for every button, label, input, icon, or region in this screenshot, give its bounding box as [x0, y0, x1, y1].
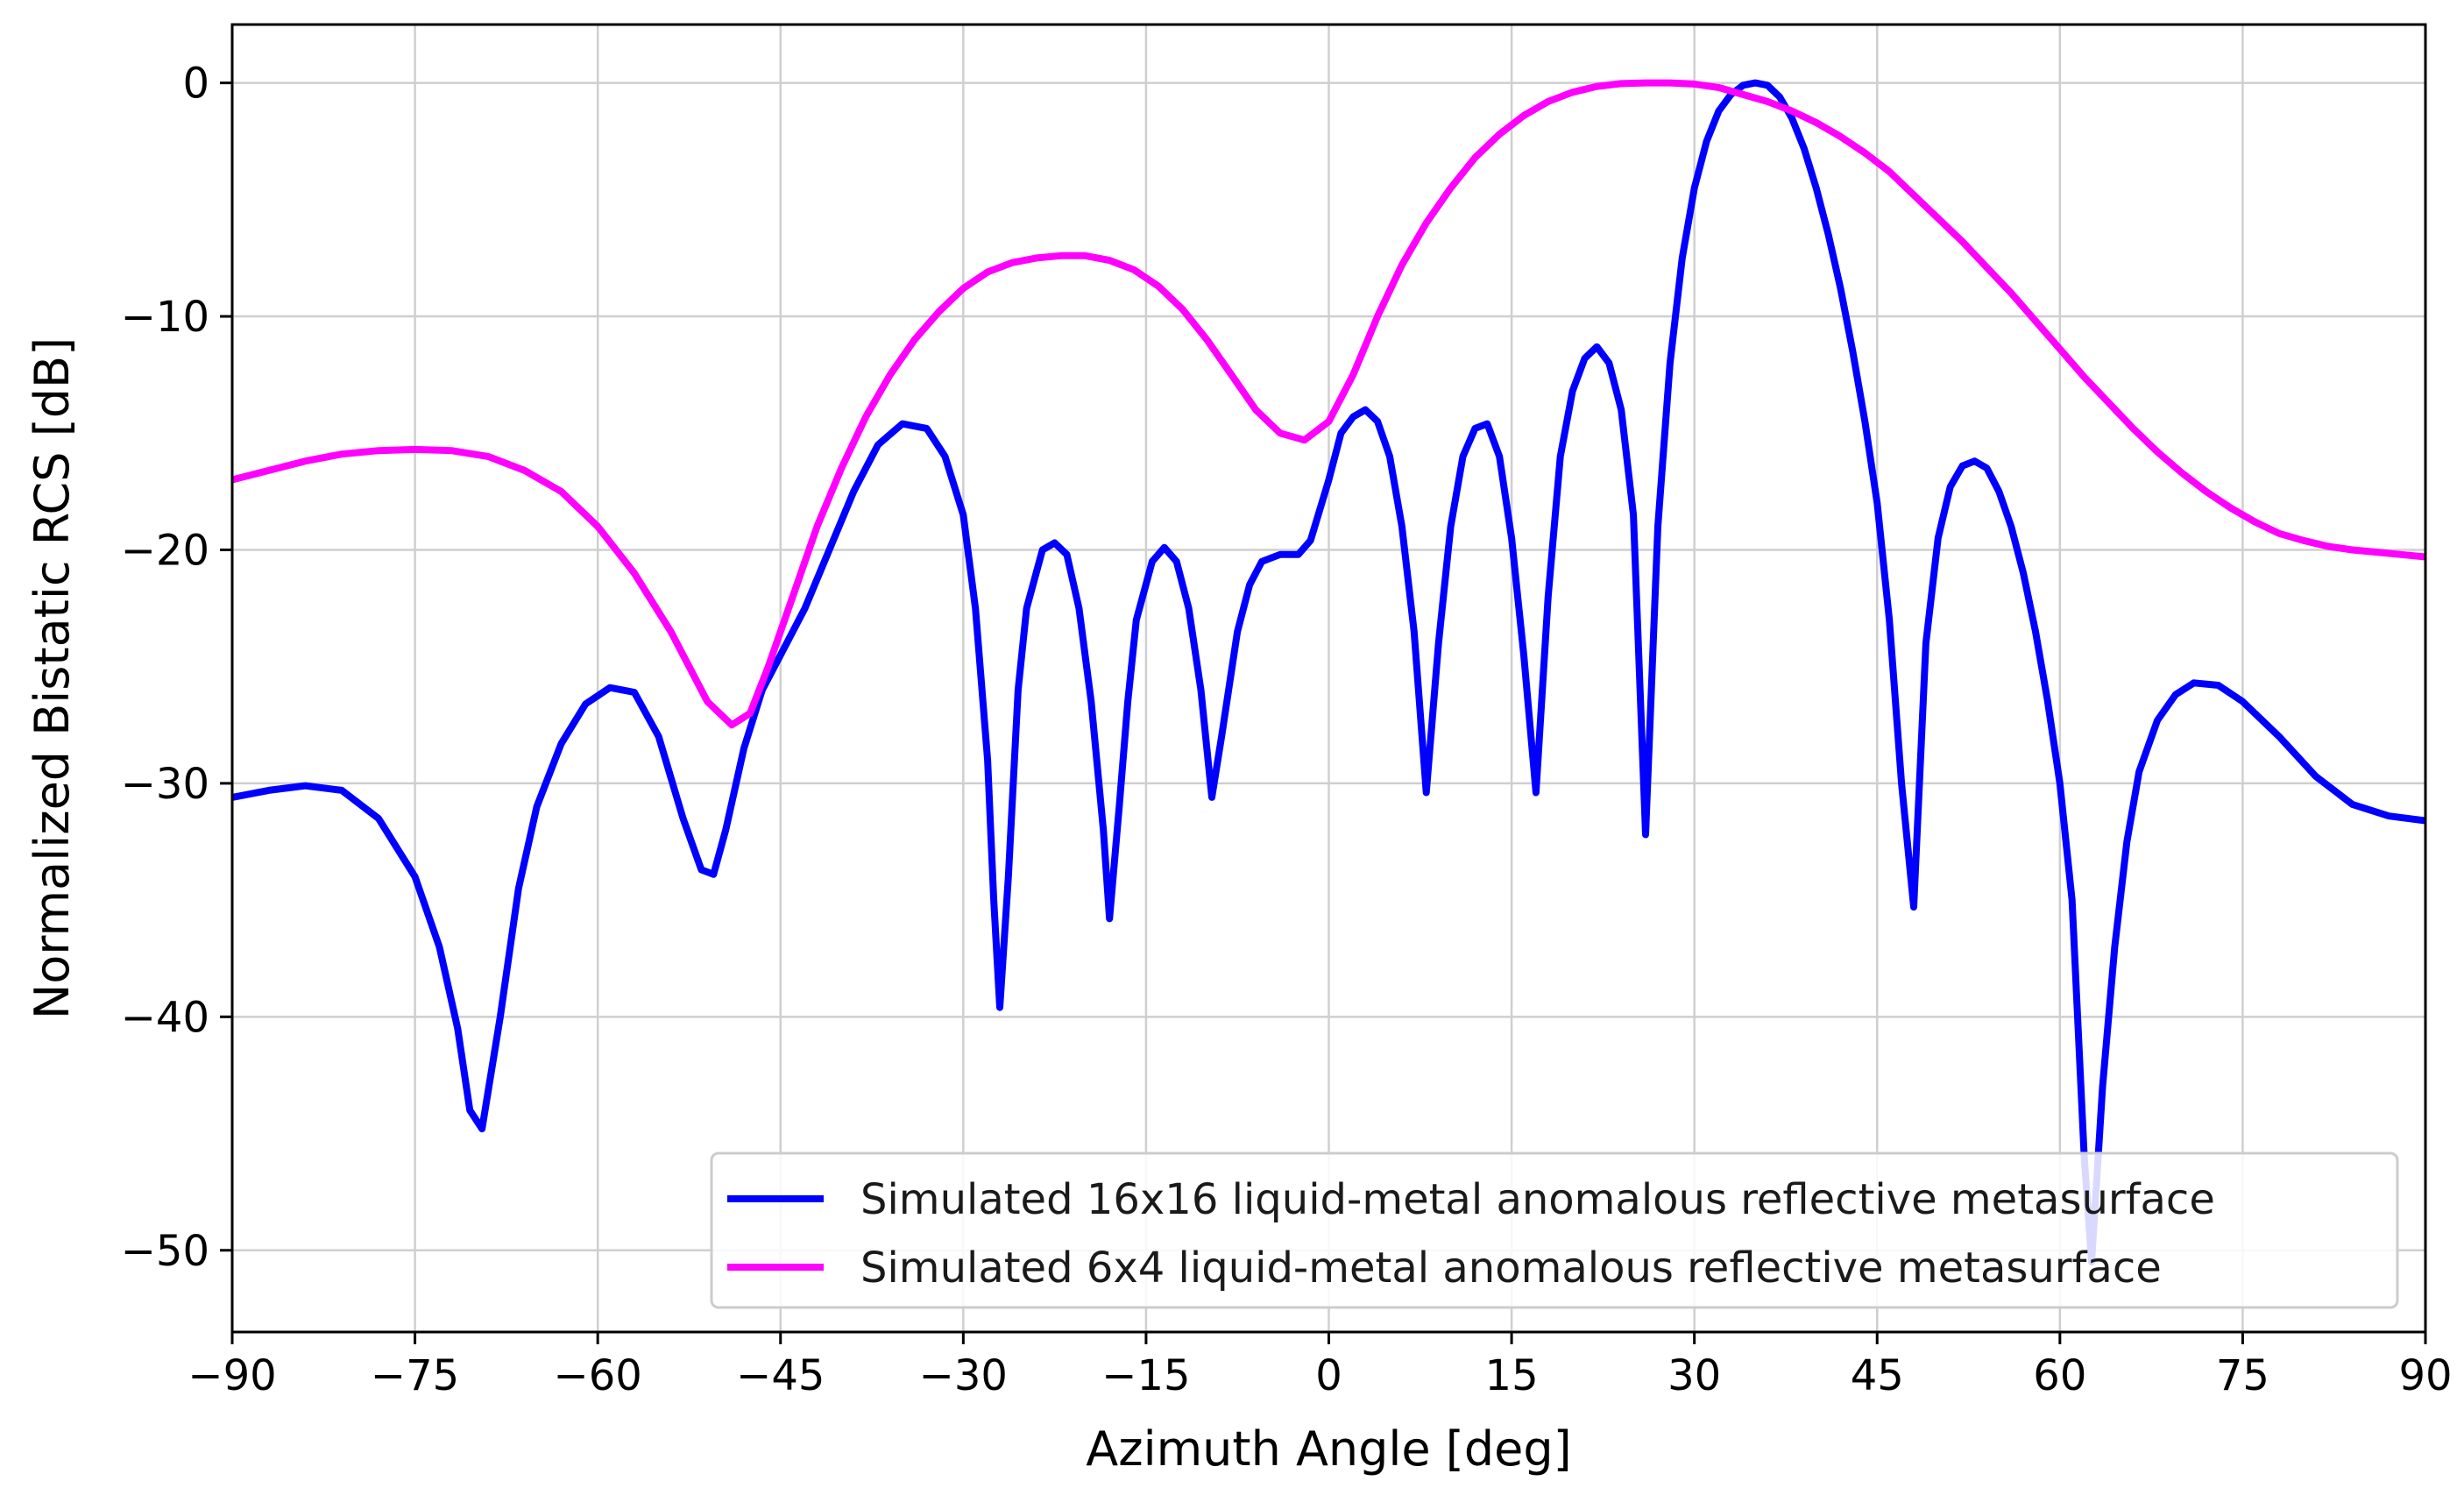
series-line-6x4 — [232, 79, 2425, 729]
x-tick-label: 90 — [2398, 1351, 2452, 1400]
x-tick-label: −15 — [1101, 1351, 1190, 1400]
x-tick-label: 75 — [2216, 1351, 2269, 1400]
y-tick-label: −50 — [121, 1227, 209, 1276]
x-tick-label: 15 — [1485, 1351, 1539, 1400]
y-axis-label: Normalized Bistatic RCS [dB] — [25, 337, 80, 1019]
x-axis-label: Azimuth Angle [deg] — [1086, 1421, 1571, 1477]
legend-entry-16x16: Simulated 16x16 liquid-metal anomalous r… — [860, 1175, 2215, 1224]
x-tick-label: −60 — [554, 1351, 642, 1400]
legend-entry-6x4: Simulated 6x4 liquid-metal anomalous ref… — [860, 1243, 2162, 1293]
series-layer — [232, 79, 2425, 1266]
legend-box — [710, 1151, 2399, 1309]
axis-ticks: −90 −75 −60 −45 −30 −15 0 15 30 45 60 75 90 −50 −40 −30… — [121, 60, 2453, 1400]
x-tick-label: −45 — [736, 1351, 825, 1400]
x-tick-label: −90 — [188, 1351, 276, 1400]
x-tick-label: 60 — [2033, 1351, 2086, 1400]
y-tick-label: 0 — [182, 60, 209, 109]
series-line-16x16 — [232, 79, 2425, 1266]
x-tick-label: −30 — [919, 1351, 1008, 1400]
y-tick-label: −30 — [121, 760, 209, 809]
x-tick-label: −75 — [371, 1351, 459, 1400]
y-tick-label: −10 — [121, 293, 209, 342]
x-tick-label: 0 — [1315, 1351, 1342, 1400]
legend: Simulated 16x16 liquid-metal anomalous r… — [710, 1151, 2399, 1309]
x-tick-label: 30 — [1667, 1351, 1721, 1400]
y-tick-label: −40 — [121, 993, 209, 1042]
x-tick-label: 45 — [1851, 1351, 1904, 1400]
y-tick-label: −20 — [121, 526, 209, 575]
